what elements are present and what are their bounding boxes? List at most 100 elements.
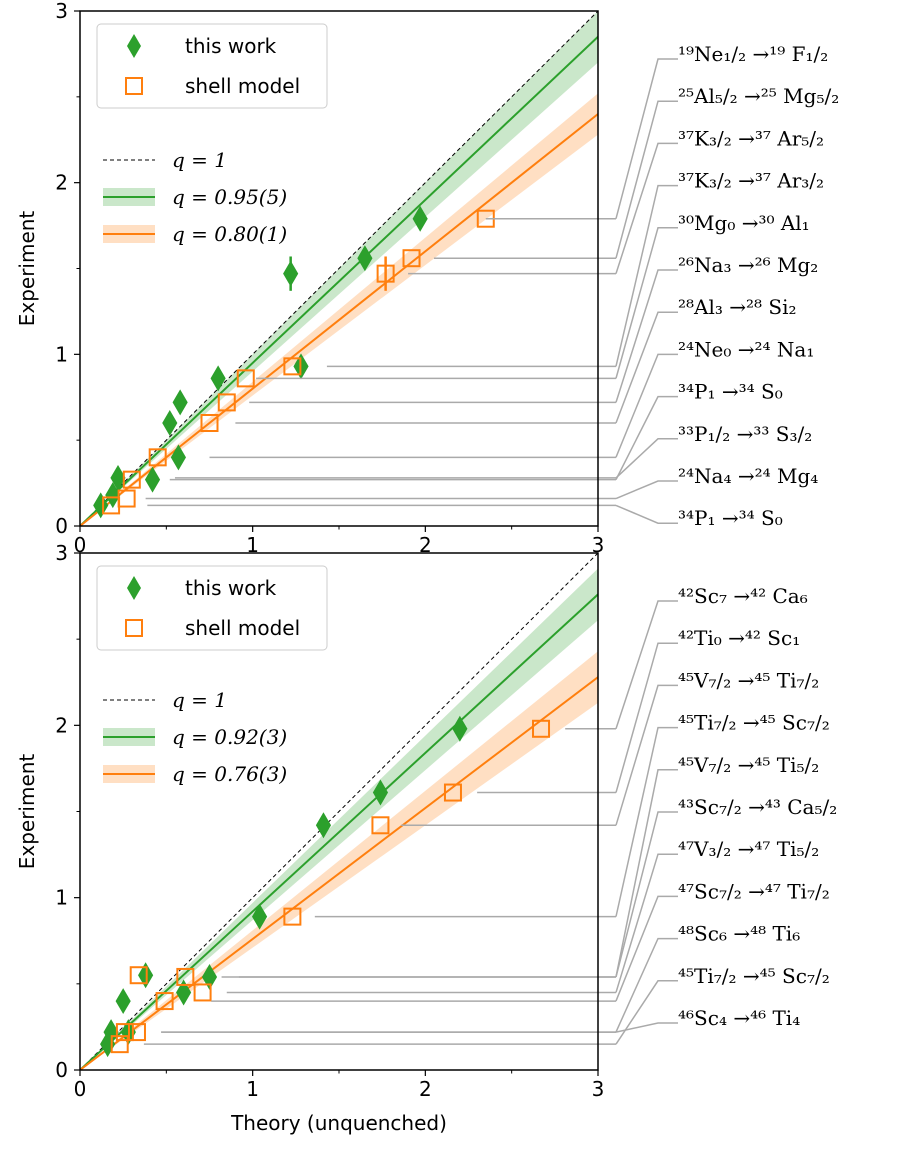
transition-label: ²⁶Na₃ →²⁶ Mg₂: [678, 253, 818, 277]
connector-line: [615, 100, 678, 259]
shell-model-point: [110, 1035, 129, 1054]
connector-line: [615, 980, 678, 1045]
panel-1: 00 1 1 2 2 3 3 Experiment this work shell model q …: [15, 0, 839, 557]
transition-label: ³⁴P₁ →³⁴ S₀: [678, 380, 783, 404]
x-tick-label: 2: [419, 533, 432, 557]
y-tick-label: 3: [55, 541, 68, 565]
shell-model-point: [122, 470, 141, 489]
fit-line-2: [80, 112, 598, 526]
this-work-point: [144, 466, 161, 493]
x-tick-label: 1: [246, 533, 259, 557]
legend-line-label: q = 0.76(3): [172, 762, 287, 786]
y-tick-label: 2: [55, 713, 68, 737]
this-work-point: [172, 389, 188, 416]
transition-label: ⁴³Sc₇/₂ →⁴³ Ca₅/₂: [678, 795, 837, 819]
legend-square-icon: [125, 77, 143, 95]
transition-label: ⁴⁵V₇/₂ →⁴⁵ Ti₅/₂: [678, 753, 819, 777]
transition-label: ³⁴P₁ →³⁴ S₀: [678, 506, 783, 530]
shell-model-point: [117, 489, 136, 508]
legend-label: shell model: [185, 616, 300, 640]
legend-label: shell model: [185, 74, 300, 98]
x-tick-label: 0: [74, 533, 87, 557]
this-work-point: [115, 988, 131, 1015]
this-work-point: [251, 903, 268, 930]
connector-line: [615, 227, 678, 379]
this-work-point: [93, 492, 109, 519]
legend-box: [96, 565, 328, 651]
transition-label: ⁴⁵Ti₇/₂ →⁴⁵ Sc₇/₂: [678, 964, 830, 988]
shell-model-point: [176, 967, 195, 986]
connector-line: [615, 269, 678, 403]
this-work-point: [372, 779, 389, 806]
shell-model-point: [371, 816, 390, 835]
connector-line: [615, 353, 678, 458]
transition-label: ²⁵Al₅/₂ →²⁵ Mg₅/₂: [678, 84, 839, 108]
x-tick-label: 2: [419, 1077, 432, 1101]
y-tick-label: 1: [55, 342, 68, 366]
shell-model-point: [283, 357, 302, 376]
transition-label: ⁴⁷Sc₇/₂ →⁴⁷ Ti₇/₂: [678, 879, 830, 903]
shell-model-point: [115, 1023, 134, 1042]
y-tick-label: 3: [55, 0, 68, 23]
this-work-point: [176, 979, 192, 1006]
transition-label: ⁴²Ti₀ →⁴² Sc₁: [678, 626, 800, 650]
y-axis-label: Experiment: [15, 754, 39, 870]
this-work-point: [412, 205, 428, 232]
shell-model-point: [283, 907, 302, 926]
transition-label: ⁴²Sc₇ →⁴² Ca₆: [678, 584, 808, 608]
connector-line: [615, 184, 678, 367]
transition-label: ⁴⁵V₇/₂ →⁴⁵ Ti₇/₂: [678, 668, 819, 692]
transition-label: ²⁴Na₄ →²⁴ Mg₄: [678, 464, 818, 488]
fit-line-1: [80, 593, 598, 1070]
unity-line: [80, 11, 598, 526]
legend-line-label: q = 1: [172, 148, 227, 172]
connector-line: [615, 438, 678, 479]
transition-label: ³⁷K₃/₂ →³⁷ Ar₅/₂: [678, 126, 824, 150]
transition-label: ¹⁹Ne₁/₂ →¹⁹ F₁/₂: [678, 42, 828, 66]
connector-line: [615, 853, 678, 993]
legend-label: this work: [185, 576, 277, 600]
x-tick-label: 3: [592, 1077, 605, 1101]
y-tick-label: 0: [55, 514, 68, 538]
plot-area: [80, 11, 598, 526]
x-axis-label: Theory (unquenched): [230, 1111, 447, 1135]
connector-line: [615, 937, 678, 1033]
shell-model-point: [376, 264, 395, 283]
plot-area: [80, 553, 598, 1070]
shell-model-point: [148, 448, 167, 467]
connector-line: [615, 58, 678, 219]
shell-model-point: [155, 992, 174, 1011]
this-work-point: [283, 260, 299, 287]
shell-model-point: [236, 369, 255, 388]
shell-model-point: [532, 719, 551, 738]
x-tick-label: 3: [592, 533, 605, 557]
x-tick-label: 1: [246, 1077, 259, 1101]
connector-line: [615, 726, 678, 917]
y-tick-label: 0: [55, 1058, 68, 1082]
shell-model-point: [402, 249, 421, 268]
shell-model-point: [217, 393, 236, 412]
connector-line: [615, 1022, 678, 1033]
y-tick-label: 1: [55, 886, 68, 910]
connector-line: [615, 480, 678, 500]
shell-model-point: [127, 1023, 146, 1042]
connector-line: [615, 684, 678, 826]
connector-line: [615, 600, 678, 730]
legend-line-label: q = 1: [172, 688, 227, 712]
fit-line-1: [80, 35, 598, 526]
connector-line: [615, 395, 678, 480]
this-work-point: [210, 365, 226, 392]
this-work-point: [138, 962, 154, 989]
fit-line-2: [80, 675, 598, 1070]
fit-band-2: [80, 93, 598, 526]
connector-line: [615, 811, 678, 978]
transition-label: ³⁰Mg₀ →³⁰ Al₁: [678, 211, 810, 235]
transition-label: ³³P₁/₂ →³³ S₃/₂: [678, 422, 812, 446]
this-work-point: [105, 482, 121, 509]
legend-line-label: q = 0.95(5): [172, 185, 287, 209]
legend-diamond-icon: [127, 576, 141, 600]
shell-model-point: [200, 414, 219, 432]
shell-model-point: [129, 966, 148, 985]
transition-label: ⁴⁸Sc₆ →⁴⁸ Ti₆: [678, 922, 800, 946]
